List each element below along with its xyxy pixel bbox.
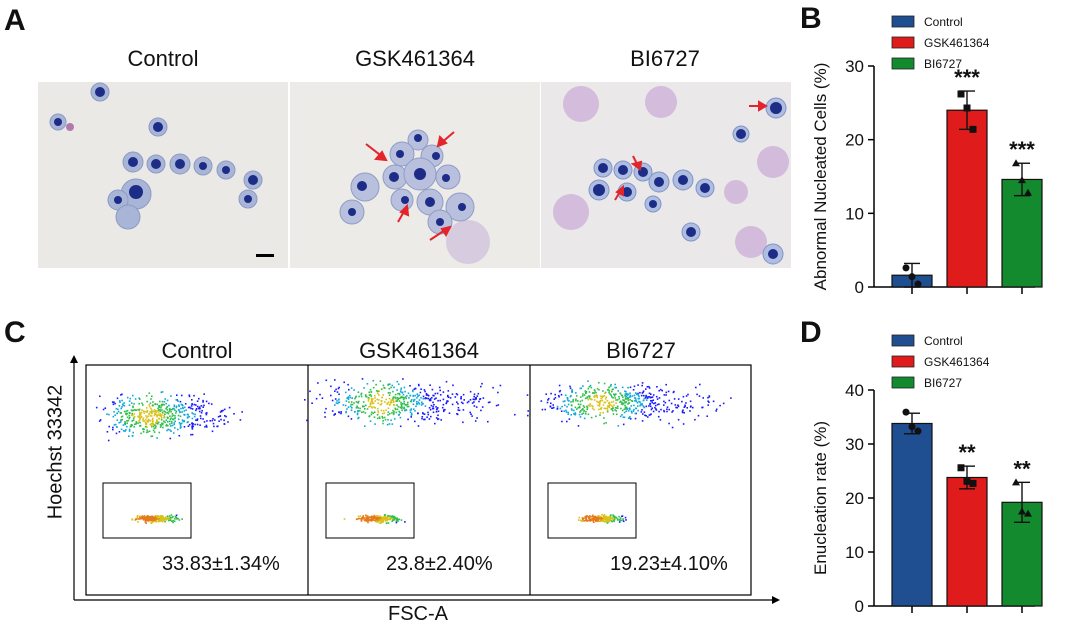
chart-enucleation-rate: Control GSK461364 BI6727 0 10 20 30 40 Enucleati… [811,334,1043,616]
data-point [914,280,922,288]
data-point [969,479,977,487]
legend-label-1: GSK461364 [924,355,990,369]
gate-bi [547,482,637,539]
y-tick-label: 20 [845,489,864,508]
legend-label-0: Control [924,15,963,29]
legend-swatch-0 [891,15,915,28]
data-point [1024,509,1032,517]
bar-gsk461364 [946,476,988,607]
panel-letter-d: D [800,316,822,349]
flow-title-bi: BI6727 [606,338,676,363]
legend-label-2: BI6727 [924,376,962,390]
bar-control [891,422,933,607]
significance-label: *** [954,65,980,90]
micrograph-control-image [38,82,288,268]
y-tick-label: 0 [855,597,864,616]
significance-label: ** [1013,456,1031,481]
micrograph-bi-image [541,82,791,268]
flow-frame [85,364,752,596]
legend-swatch-0 [891,334,915,347]
chart-abnormal-nucleated: Control GSK461364 BI6727 0 10 20 30 Abnormal Nu… [811,15,1043,297]
y-tick-label: 20 [845,131,864,150]
flow-dot-plots [95,378,732,525]
flow-y-axis-arrow [70,355,78,363]
micrograph-control [38,82,288,268]
panel-letter-b: B [800,2,822,35]
panel-letter-c: C [4,316,26,349]
data-point [963,104,971,112]
micrograph-title-bi: BI6727 [630,46,700,71]
bar-bi6727 [1001,178,1043,288]
legend-swatch-1 [891,36,915,49]
data-point [908,423,916,431]
data-point [902,264,910,272]
y-tick-label: 0 [855,278,864,297]
flow-percent-bi: 19.23±4.10% [610,553,728,575]
data-point [963,477,971,485]
gate-control [102,482,192,539]
data-point [957,464,965,472]
micrograph-title-gsk: GSK461364 [355,46,475,71]
legend-swatch-2 [891,57,915,70]
legend-label-0: Control [924,334,963,348]
y-tick-label: 30 [845,57,864,76]
y-axis-label: Enucleation rate (%) [811,421,830,575]
micrograph-title-control: Control [127,46,199,71]
data-point [902,408,910,416]
data-point [1012,159,1020,167]
y-tick-label: 10 [845,204,864,223]
data-point [957,90,965,98]
flow-dots-panel-1 [304,378,529,525]
data-point [914,427,922,435]
data-point [1018,507,1026,515]
significance-label: ** [958,440,976,465]
flow-x-axis-arrow [772,596,780,604]
gate-gsk [325,482,415,539]
data-point [1018,176,1026,184]
y-tick-label: 30 [845,435,864,454]
flow-title-gsk: GSK461364 [359,338,479,363]
flow-y-label: Hoechst 33342 [44,384,67,520]
flow-title-control: Control [161,338,233,363]
flow-dots-panel-0 [95,391,243,524]
significance-label: *** [1009,137,1035,162]
legend-label-1: GSK461364 [924,36,990,50]
scale-bar [256,254,274,257]
panel-letter-a: A [4,4,26,37]
y-tick-label: 40 [845,381,864,400]
legend-swatch-2 [891,376,915,389]
data-point [1012,478,1020,486]
bar-gsk461364 [946,109,988,288]
data-point [969,125,977,133]
data-point [1024,188,1032,196]
flow-cytometry-figure [70,355,780,604]
legend-swatch-1 [891,355,915,368]
flow-percent-gsk: 23.8±2.40% [386,553,493,575]
y-tick-label: 10 [845,543,864,562]
legend-label-2: BI6727 [924,57,962,71]
y-axis-label: Abnormal Nucleated Cells (%) [811,63,830,291]
micrograph-gsk [290,82,540,268]
flow-percent-control: 33.83±1.34% [162,553,280,575]
micrograph-bi [541,82,791,268]
micrograph-gsk-image [290,82,540,268]
flow-dots-panel-2 [526,380,732,524]
data-point [908,273,916,281]
flow-x-label: FSC-A [388,603,448,625]
